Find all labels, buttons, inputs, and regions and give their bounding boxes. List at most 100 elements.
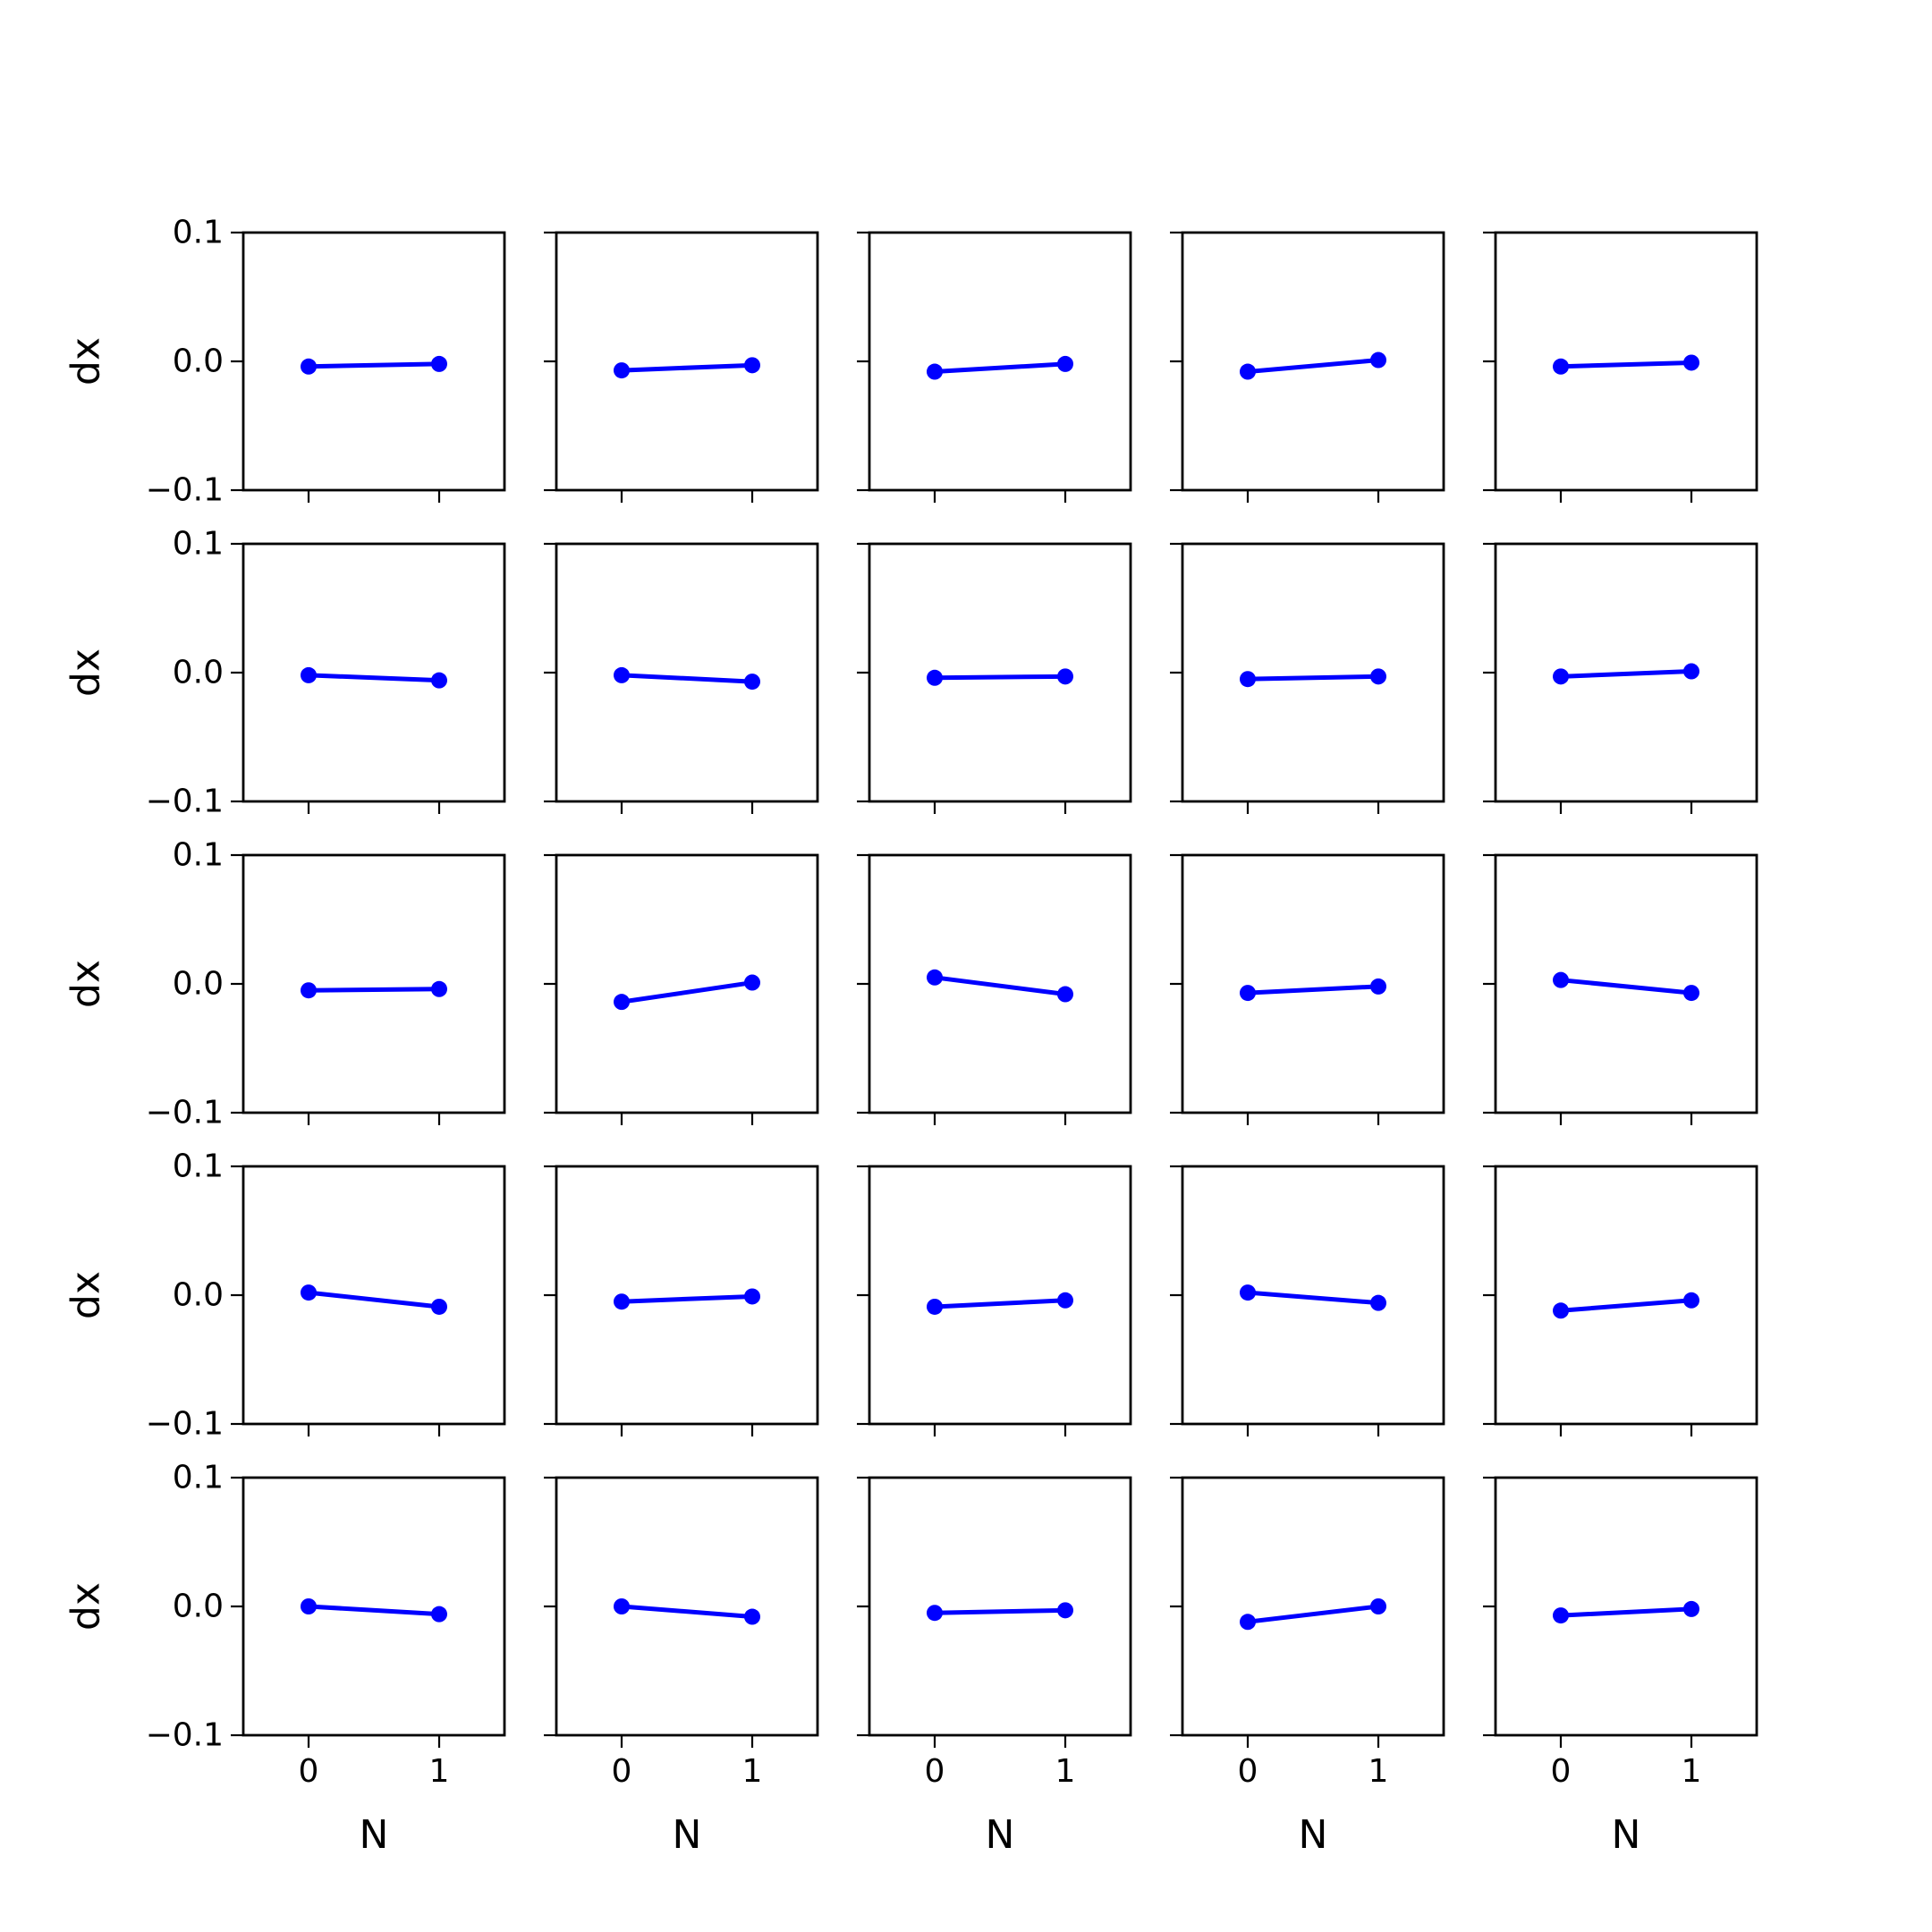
subplot-r3-c2 — [544, 853, 819, 1125]
data-point — [927, 363, 943, 380]
subplot-r1-c2 — [544, 231, 819, 503]
x-tick-label: 0 — [925, 1753, 945, 1790]
x-tick-label: 0 — [1551, 1753, 1572, 1790]
data-point — [1683, 1600, 1699, 1617]
series-line — [306, 1604, 442, 1617]
data-point — [431, 672, 447, 689]
x-axis-label: N — [986, 1812, 1015, 1858]
series-line — [932, 674, 1068, 681]
data-point — [1240, 985, 1256, 1002]
data-point — [927, 969, 943, 986]
data-point — [1057, 1292, 1073, 1309]
plot-area — [242, 853, 506, 1114]
data-point — [744, 974, 760, 991]
subplot-r5-c1: 0.1 0.0 −0.1 0 1 dx N — [64, 1460, 506, 1858]
data-point — [431, 1298, 447, 1315]
plot-area — [242, 542, 506, 803]
data-point — [614, 1598, 630, 1614]
plot-area — [1494, 231, 1758, 492]
subplot-r4-c5 — [1483, 1165, 1758, 1436]
y-tick-label: −0.1 — [146, 472, 224, 509]
plot-area — [555, 231, 819, 492]
subplot-r3-c3 — [857, 853, 1132, 1125]
x-tick-label: 1 — [1682, 1753, 1702, 1790]
plot-area — [555, 542, 819, 803]
data-point — [1370, 668, 1386, 685]
series-line — [1558, 1606, 1694, 1618]
x-axis-label: N — [1299, 1812, 1328, 1858]
data-point — [1553, 971, 1569, 988]
y-tick-label: 0.0 — [173, 1277, 224, 1314]
series-line — [619, 362, 755, 373]
plot-area — [868, 231, 1132, 492]
series-line — [1558, 1298, 1694, 1313]
series-line — [619, 980, 755, 1004]
data-point — [1057, 668, 1073, 685]
data-point — [1240, 1614, 1256, 1631]
data-point — [1370, 1294, 1386, 1311]
subplot-r2-c1: 0.1 0.0 −0.1 dx — [64, 526, 506, 820]
subplot-r5-c3: 0 1 N — [857, 1476, 1132, 1858]
data-point — [1683, 985, 1699, 1002]
plot-area — [1181, 1476, 1445, 1737]
subplot-r5-c2: 0 1 N — [544, 1476, 819, 1858]
plot-area — [1494, 1476, 1758, 1737]
data-point — [1370, 1598, 1386, 1614]
y-axis-label: dx — [64, 1582, 109, 1631]
data-point — [301, 666, 317, 683]
y-axis-label: dx — [64, 1271, 109, 1319]
plot-area — [1181, 853, 1445, 1114]
series-line — [306, 673, 442, 683]
subplot-r1-c5 — [1483, 231, 1758, 503]
series-line — [1558, 978, 1694, 996]
series-line — [1245, 1604, 1381, 1624]
data-point — [1057, 355, 1073, 372]
data-point — [744, 1288, 760, 1305]
series-line — [1558, 669, 1694, 679]
data-point — [744, 1608, 760, 1625]
plot-area — [1181, 542, 1445, 803]
series-line — [306, 1290, 442, 1309]
series-line — [1245, 674, 1381, 682]
y-tick-label: 0.1 — [173, 526, 224, 563]
data-point — [1370, 352, 1386, 369]
series-line — [1558, 360, 1694, 369]
series-line — [1245, 358, 1381, 375]
subplot-r2-c3 — [857, 542, 1132, 814]
data-point — [744, 357, 760, 374]
plot-area — [868, 1476, 1132, 1737]
subplot-r2-c5 — [1483, 542, 1758, 814]
data-point — [431, 355, 447, 372]
data-point — [1370, 978, 1386, 995]
x-tick-label: 0 — [612, 1753, 632, 1790]
y-tick-label: 0.1 — [173, 1148, 224, 1185]
plot-area — [1181, 1165, 1445, 1426]
subplot-r4-c4 — [1170, 1165, 1445, 1436]
plot-area — [1494, 1165, 1758, 1426]
plot-area — [242, 1476, 506, 1737]
series-line — [932, 361, 1068, 375]
data-point — [927, 1605, 943, 1622]
data-point — [927, 669, 943, 686]
subplot-r5-c4: 0 1 N — [1170, 1476, 1445, 1858]
x-axis-label: N — [673, 1812, 702, 1858]
data-point — [1240, 1284, 1256, 1301]
plot-area — [242, 231, 506, 492]
y-tick-label: 0.1 — [173, 215, 224, 251]
data-point — [431, 1606, 447, 1623]
data-point — [1240, 671, 1256, 688]
data-point — [614, 666, 630, 683]
series-line — [1245, 1290, 1381, 1306]
data-point — [301, 358, 317, 375]
subplot-r3-c1: 0.1 0.0 −0.1 dx — [64, 837, 506, 1131]
x-tick-label: 1 — [429, 1753, 450, 1790]
y-tick-label: −0.1 — [146, 1406, 224, 1443]
data-point — [301, 982, 317, 999]
plot-area — [868, 1165, 1132, 1426]
series-line — [619, 1293, 755, 1304]
data-point — [1553, 668, 1569, 685]
subplot-r1-c4 — [1170, 231, 1445, 503]
data-point — [614, 1293, 630, 1310]
plot-area — [555, 853, 819, 1114]
